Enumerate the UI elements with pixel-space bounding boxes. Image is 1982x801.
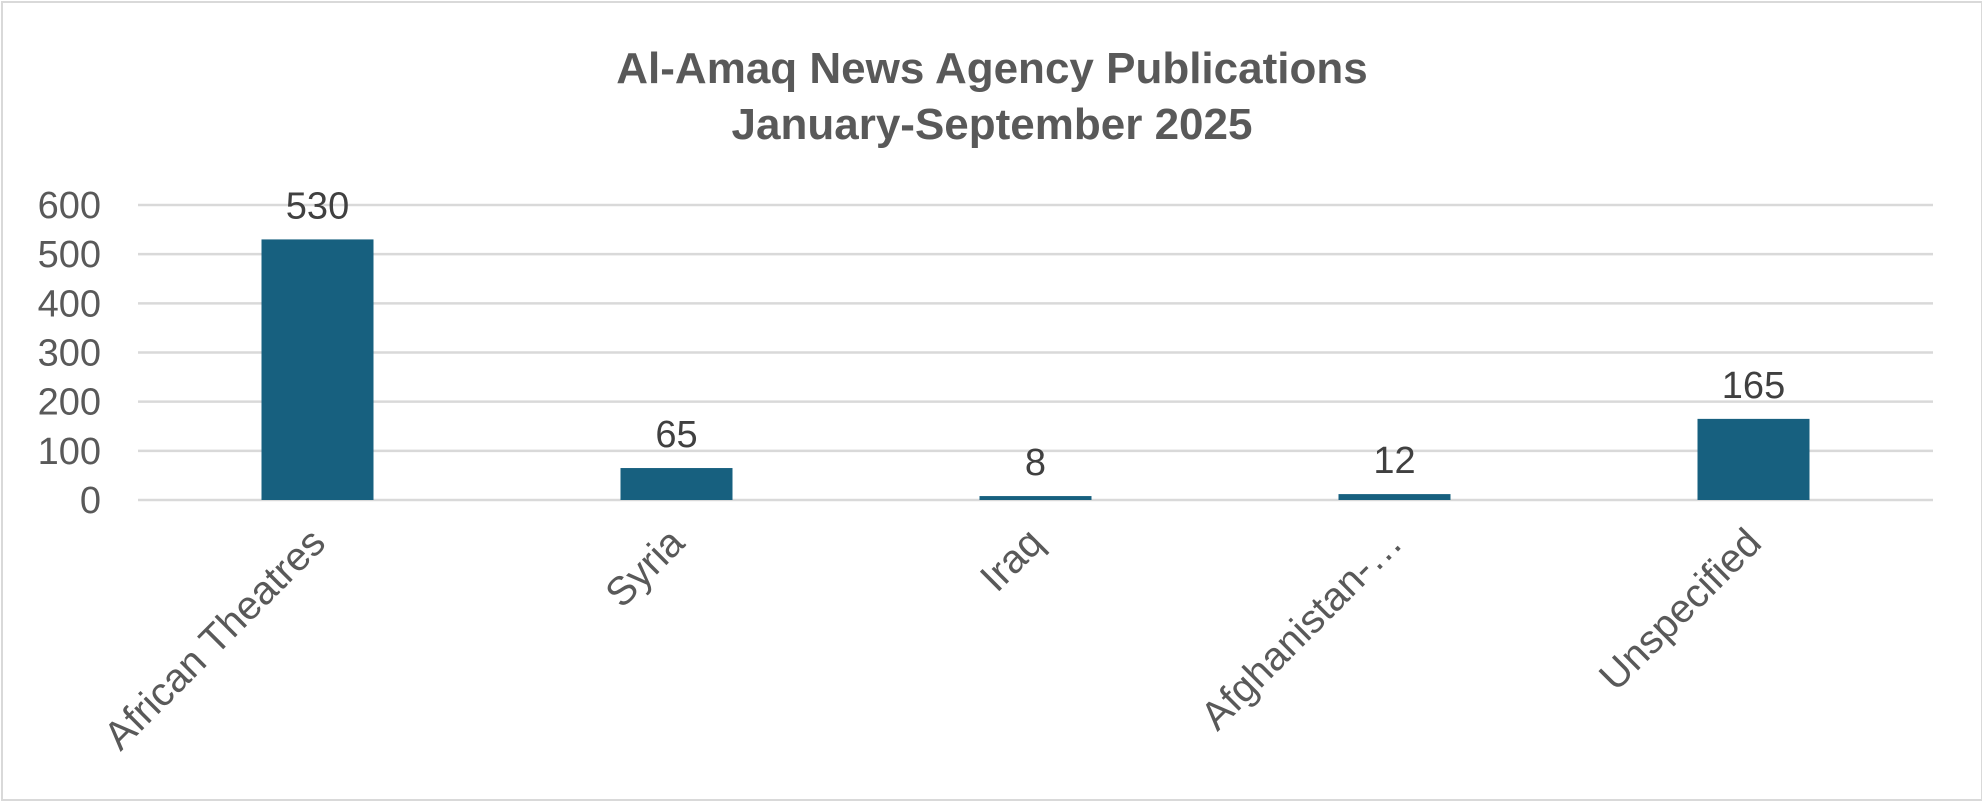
- y-tick-label: 300: [38, 333, 101, 375]
- gridlines: [138, 203, 1933, 502]
- bar-3: [1338, 494, 1451, 500]
- chart-title-line-2: January-September 2025: [732, 100, 1253, 149]
- x-axis-category-labels: African Theatres Syria Iraq Afghanistan-… Un…: [96, 520, 1770, 759]
- category-label: Syria: [597, 520, 693, 616]
- y-tick-label: 600: [38, 185, 101, 227]
- y-tick-label: 200: [38, 382, 101, 424]
- bar-0: [261, 239, 374, 500]
- y-axis-tick-labels: 0 100 200 300 400 500 600: [38, 185, 101, 522]
- y-tick-label: 100: [38, 431, 101, 473]
- bar-4: [1697, 418, 1810, 500]
- y-tick-label: 500: [38, 234, 101, 276]
- bar-chart: Al-Amaq News Agency Publications January…: [38, 44, 1933, 759]
- y-tick-label: 400: [38, 283, 101, 325]
- data-label: 530: [286, 185, 349, 227]
- bar-2: [979, 496, 1092, 500]
- bar-1: [620, 468, 733, 500]
- category-label: Unspecified: [1591, 520, 1770, 699]
- category-label: African Theatres: [96, 520, 334, 758]
- y-tick-label: 0: [80, 480, 101, 522]
- category-label: Afghanistan-…: [1193, 520, 1411, 738]
- category-label: Iraq: [972, 520, 1052, 600]
- bars: [261, 239, 1810, 500]
- data-label: 165: [1722, 365, 1785, 407]
- data-label: 8: [1025, 442, 1046, 484]
- data-label: 12: [1373, 440, 1415, 482]
- chart-title-line-1: Al-Amaq News Agency Publications: [616, 44, 1367, 93]
- data-label: 65: [655, 414, 697, 456]
- data-labels: 530 65 8 12 165: [286, 185, 1785, 484]
